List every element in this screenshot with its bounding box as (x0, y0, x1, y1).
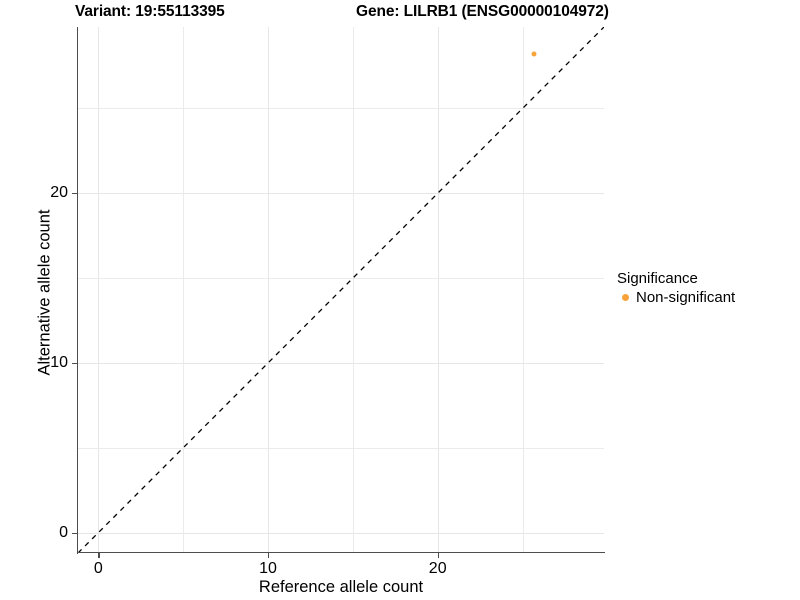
x-axis-tick (437, 553, 439, 558)
gridline-horizontal (78, 447, 604, 449)
plot-title-variant: Variant: 19:55113395 (75, 3, 225, 20)
gridline-vertical (268, 27, 270, 553)
y-axis-tick-label: 10 (50, 353, 68, 371)
x-axis-tick (98, 553, 100, 558)
x-axis-tick (268, 553, 270, 558)
y-axis-title: Alternative allele count (35, 209, 54, 376)
y-axis-tick (72, 193, 77, 195)
y-axis-tick-label: 20 (50, 184, 68, 202)
data-point[interactable] (531, 51, 537, 57)
y-axis-line (77, 27, 79, 554)
gridline-horizontal (78, 193, 604, 195)
legend-item-label: Non-significant (636, 289, 736, 306)
legend-item[interactable]: Non-significant (617, 289, 735, 306)
gridline-horizontal (78, 362, 604, 364)
gridline-horizontal (78, 108, 604, 110)
legend-swatch (617, 289, 634, 306)
x-axis-tick-label: 0 (93, 560, 103, 577)
legend-dot-icon (622, 294, 629, 301)
y-axis-tick (72, 362, 77, 365)
gridline-vertical (522, 27, 524, 553)
gridline-vertical (437, 27, 439, 553)
x-axis-tick-label: 10 (259, 560, 277, 577)
legend-entries: Non-significant (617, 289, 735, 306)
gridline-horizontal (78, 278, 604, 280)
y-axis-tick (72, 532, 77, 534)
x-axis-title: Reference allele count (258, 578, 424, 596)
legend-title: Significance (617, 270, 698, 287)
identity-reference-line (78, 27, 604, 553)
gridline-horizontal (78, 532, 604, 534)
x-axis-tick-label: 20 (428, 560, 447, 577)
y-axis-tick-label: 0 (59, 523, 68, 541)
x-axis-line (77, 552, 605, 554)
legend: Significance Non-significant (617, 270, 735, 306)
gridline-vertical (352, 27, 354, 553)
plot-panel (78, 27, 604, 553)
plot-title-gene: Gene: LILRB1 (ENSG00000104972) (356, 3, 609, 20)
gridline-vertical (183, 27, 185, 553)
gridline-vertical (98, 27, 100, 553)
